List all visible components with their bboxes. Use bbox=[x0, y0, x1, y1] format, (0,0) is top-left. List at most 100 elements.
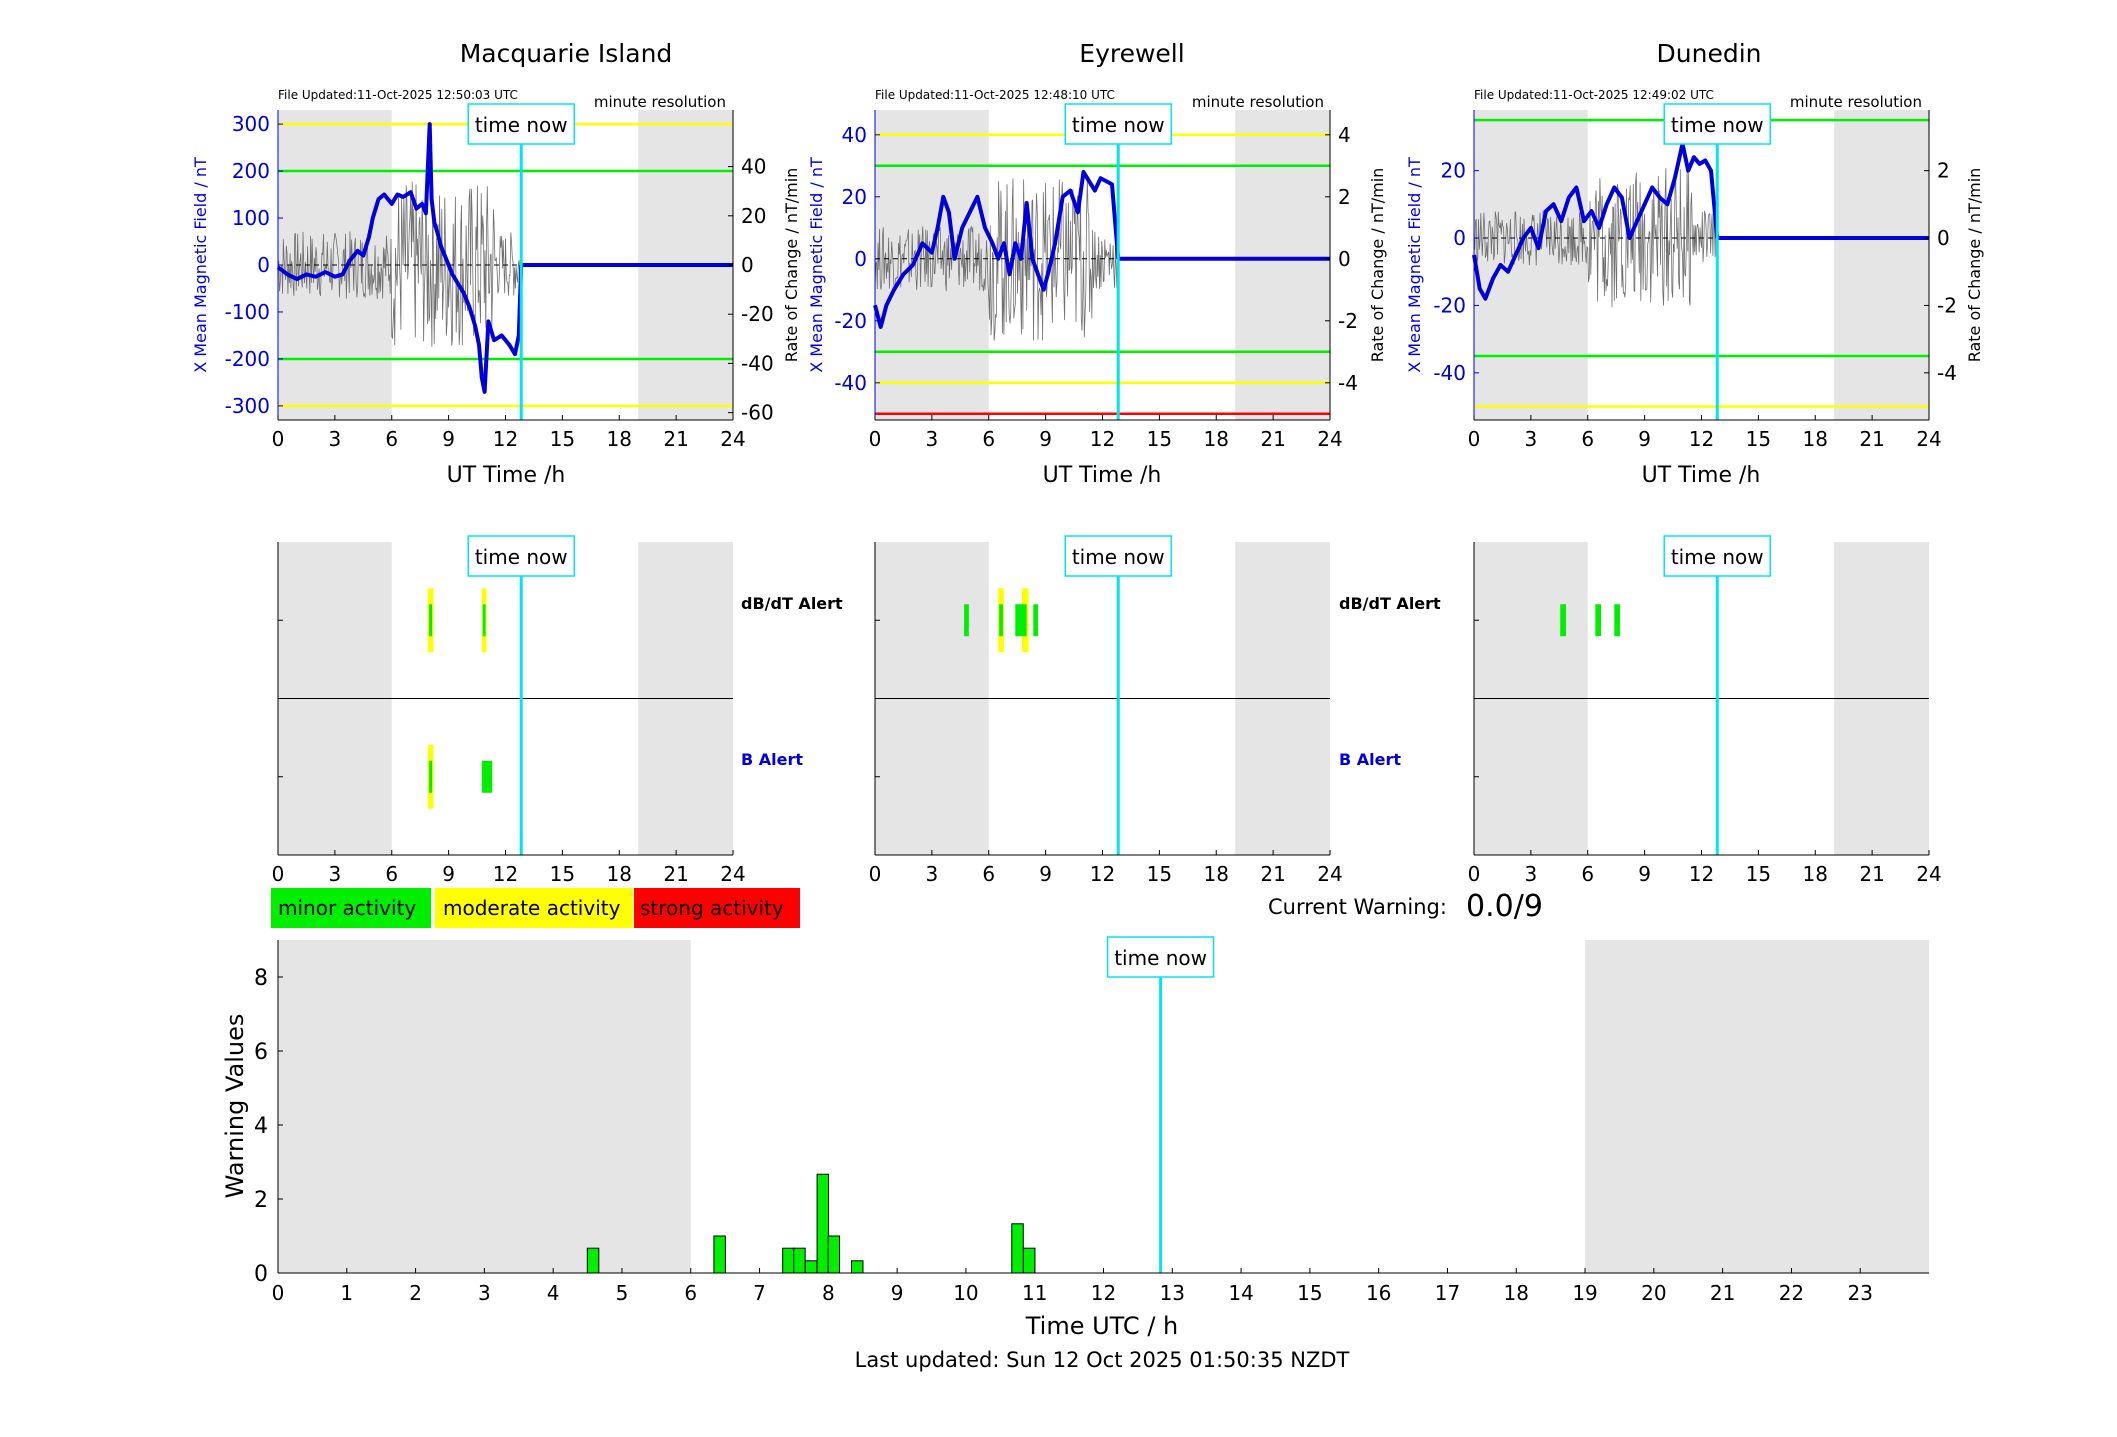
time-now-box bbox=[467, 535, 575, 577]
night-shade bbox=[1474, 110, 1588, 420]
legend-label-minor: minor activity bbox=[278, 896, 416, 920]
y-tick-label: -300 bbox=[225, 394, 270, 418]
x-tick-label: 0 bbox=[869, 862, 882, 886]
y-tick-label: 4 bbox=[254, 1114, 268, 1139]
warning-bar bbox=[1022, 1247, 1036, 1274]
y-tick-label: 0 bbox=[1453, 226, 1466, 250]
legend-swatch-moderate bbox=[435, 888, 633, 928]
x-tick-label: 9 bbox=[442, 427, 455, 451]
x-tick-label: 3 bbox=[478, 1281, 491, 1305]
x-tick-label: 18 bbox=[1204, 427, 1229, 451]
x-tick-label: 15 bbox=[550, 427, 575, 451]
b-alert-label: B Alert bbox=[1339, 750, 1401, 769]
field-series-line bbox=[873, 170, 1121, 329]
x-tick-label: 21 bbox=[663, 862, 688, 886]
x-tick-label: 5 bbox=[616, 1281, 629, 1305]
y-tick-label: 20 bbox=[842, 185, 867, 209]
legend-label-moderate: moderate activity bbox=[443, 896, 621, 920]
night-shade bbox=[278, 940, 691, 1273]
field-series-line bbox=[276, 122, 524, 394]
y-tick-label: 40 bbox=[842, 123, 867, 147]
x-tick-label: 0 bbox=[272, 862, 285, 886]
b-alert-bar bbox=[481, 760, 493, 793]
station-title: Eyrewell bbox=[1079, 39, 1184, 68]
legend-swatch-minor bbox=[271, 888, 431, 928]
x-tick-label: 3 bbox=[1525, 427, 1538, 451]
rate-of-change-trace bbox=[1473, 168, 1718, 308]
warning-bar bbox=[850, 1260, 864, 1274]
x-tick-label: 12 bbox=[493, 862, 518, 886]
dbdt-alert-bar bbox=[1020, 604, 1027, 637]
dbdt-alert-label: dB/dT Alert bbox=[741, 594, 843, 613]
warning-bar bbox=[782, 1247, 795, 1274]
x-tick-label: 18 bbox=[1204, 862, 1229, 886]
night-shade bbox=[1585, 940, 1929, 1273]
time-now-label: time now bbox=[1671, 545, 1764, 569]
time-now-label: time now bbox=[1072, 113, 1165, 137]
x-tick-label: 21 bbox=[1260, 862, 1285, 886]
y-tick-label: 300 bbox=[232, 112, 270, 136]
time-now-label: time now bbox=[1072, 545, 1165, 569]
dbdt-alert-bar bbox=[999, 604, 1003, 637]
activity-legend: minor activity moderate activity strong … bbox=[271, 888, 800, 928]
x-tick-label: 6 bbox=[1581, 427, 1594, 451]
night-shade bbox=[875, 110, 989, 420]
x-tick-label: 18 bbox=[1803, 427, 1828, 451]
station-panel-eyrewell: Eyrewell File Updated:11-Oct-2025 12:48:… bbox=[807, 39, 1441, 886]
dbdt-alert-bar bbox=[1614, 604, 1620, 637]
legend-swatch-strong bbox=[634, 888, 800, 928]
x-tick-label: 6 bbox=[982, 862, 995, 886]
y-tick-label: 2 bbox=[254, 1188, 268, 1213]
time-now-box bbox=[1663, 535, 1771, 577]
x-tick-label: 12 bbox=[493, 427, 518, 451]
field-series-line bbox=[1472, 141, 1720, 301]
dbdt-alert-bar bbox=[1015, 604, 1021, 637]
x-tick-label: 2 bbox=[409, 1281, 422, 1305]
x-tick-label: 24 bbox=[1916, 862, 1941, 886]
x-tick-label: 15 bbox=[1746, 862, 1771, 886]
x-tick-label: 15 bbox=[1746, 427, 1771, 451]
warning-bar bbox=[713, 1235, 726, 1274]
y2-tick-label: 0 bbox=[1937, 226, 1950, 250]
y-axis-label: X Mean Magnetic Field / nT bbox=[191, 157, 210, 373]
y2-tick-label: 40 bbox=[741, 155, 766, 179]
y-tick-label: -40 bbox=[1433, 361, 1466, 385]
x-tick-label: 15 bbox=[550, 862, 575, 886]
alert-plot: time now 0 3 6 9 12 15 18 21 24 bbox=[272, 535, 746, 886]
x-tick-label: 0 bbox=[272, 427, 285, 451]
x-tick-label: 21 bbox=[663, 427, 688, 451]
y2-tick-label: -4 bbox=[1338, 371, 1358, 395]
x-tick-label: 12 bbox=[1689, 862, 1714, 886]
y-tick-label: 0 bbox=[854, 247, 867, 271]
file-updated-label: File Updated:11-Oct-2025 12:50:03 UTC bbox=[278, 88, 518, 102]
y2-tick-label: 2 bbox=[1937, 159, 1950, 183]
x-tick-label: 3 bbox=[926, 427, 939, 451]
x-tick-label: 21 bbox=[1710, 1281, 1735, 1305]
x-tick-label: 0 bbox=[272, 1281, 285, 1305]
x-tick-label: 9 bbox=[442, 862, 455, 886]
night-shade bbox=[1834, 110, 1929, 420]
warning-bar bbox=[1011, 1223, 1024, 1274]
time-now-box bbox=[1663, 103, 1771, 145]
x-axis-label: UT Time /h bbox=[1642, 463, 1761, 488]
x-tick-label: 8 bbox=[822, 1281, 835, 1305]
x-tick-label: 18 bbox=[1803, 862, 1828, 886]
x-tick-label: 22 bbox=[1779, 1281, 1804, 1305]
y-tick-label: 100 bbox=[232, 206, 270, 230]
b-alert-label: B Alert bbox=[741, 750, 803, 769]
x-tick-label: 1 bbox=[340, 1281, 353, 1305]
y2-tick-label: -40 bbox=[741, 351, 774, 375]
y-tick-label: 0 bbox=[257, 253, 270, 277]
alert-plot: time now 0 3 6 9 12 15 18 21 24 bbox=[869, 535, 1343, 886]
x-tick-label: 18 bbox=[1504, 1281, 1529, 1305]
y2-tick-label: 2 bbox=[1338, 185, 1351, 209]
alert-plot: time now 0 3 6 9 12 15 18 21 24 bbox=[1468, 535, 1942, 886]
x-axis-label: UT Time /h bbox=[447, 463, 566, 488]
x-tick-label: 6 bbox=[385, 862, 398, 886]
x-tick-label: 18 bbox=[607, 862, 632, 886]
dbdt-alert-bar bbox=[482, 604, 486, 637]
y2-tick-label: -2 bbox=[1937, 293, 1957, 317]
x-tick-label: 3 bbox=[329, 862, 342, 886]
x-tick-label: 9 bbox=[1638, 862, 1651, 886]
